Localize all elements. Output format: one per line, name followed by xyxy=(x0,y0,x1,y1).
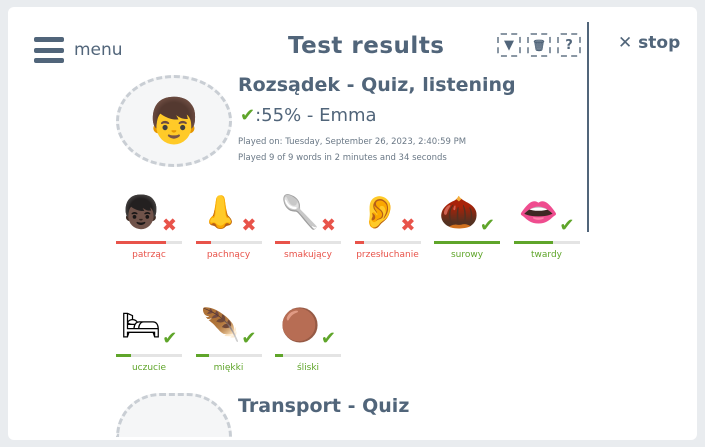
word-picture: 👂 xyxy=(359,193,400,231)
filter-icon: ▼ xyxy=(504,37,514,53)
word-item[interactable]: 🌰 ✔ surowy xyxy=(434,177,500,260)
word-item[interactable]: 👦🏿 ✖ patrząc xyxy=(116,177,182,260)
word-picture: 👦🏿 xyxy=(121,193,161,231)
word-label: śliski xyxy=(296,363,320,373)
word-item[interactable]: 👃 ✖ pachnący xyxy=(195,177,262,260)
played-summary: Played 9 of 9 words in 2 minutes and 34 … xyxy=(238,153,447,163)
word-picture: 🥄 xyxy=(280,193,320,231)
quiz-title-transport: Transport - Quiz xyxy=(238,395,410,417)
word-label: pachnący xyxy=(206,250,251,260)
word-image: 👂 ✖ xyxy=(355,177,421,237)
check-icon: ✔ xyxy=(479,215,495,236)
quiz-thumbnail: 👦 xyxy=(116,75,232,167)
word-picture: 🛏 xyxy=(120,306,162,344)
played-on: Played on: Tuesday, September 26, 2023, … xyxy=(238,137,467,147)
word-image: 👃 ✖ xyxy=(196,177,262,237)
word-picture: 🪶 xyxy=(200,306,241,344)
word-item[interactable]: 🟤 ✔ śliski xyxy=(275,290,341,373)
word-image: 👦🏿 ✖ xyxy=(116,177,182,237)
word-progress-bar xyxy=(434,241,500,244)
word-label: surowy xyxy=(450,250,484,260)
word-picture: 👃 xyxy=(200,193,241,231)
word-label: twardy xyxy=(531,250,562,260)
delete-button[interactable]: 🗑 xyxy=(527,33,551,57)
score-text: :55% - Emma xyxy=(255,105,377,126)
word-label: przesłuchanie xyxy=(356,250,419,260)
word-progress-bar xyxy=(116,241,182,244)
word-picture: 👄 xyxy=(518,193,559,231)
word-item[interactable]: 🥄 ✖ smakujący xyxy=(275,177,341,260)
word-item[interactable]: 🪶 ✔ miękki xyxy=(195,290,262,373)
check-icon: ✔ xyxy=(162,328,178,349)
word-progress-bar xyxy=(195,354,262,357)
cross-icon: ✖ xyxy=(320,215,336,236)
word-label: smakujący xyxy=(284,250,332,260)
results-panel: menu Test results ▼ 🗑 ? ✕ stop 👦 Rozsąde… xyxy=(8,7,697,440)
word-label: uczucie xyxy=(131,363,167,373)
word-image: 🥄 ✖ xyxy=(275,177,341,237)
word-item[interactable]: 👂 ✖ przesłuchanie xyxy=(354,177,421,260)
check-icon: ✔ xyxy=(240,105,256,126)
scrollbar[interactable] xyxy=(587,22,589,232)
word-progress-bar xyxy=(275,354,341,357)
page-title: Test results xyxy=(288,33,445,59)
word-progress-bar xyxy=(195,241,262,244)
word-progress-bar xyxy=(354,241,421,244)
word-progress-bar xyxy=(116,354,182,357)
menu-label: menu xyxy=(74,40,123,60)
quiz-thumbnail-transport xyxy=(116,393,232,437)
word-label: miękki xyxy=(213,363,244,373)
check-icon: ✔ xyxy=(241,328,257,349)
word-image: 🛏 ✔ xyxy=(116,290,182,350)
word-item[interactable]: 🛏 ✔ uczucie xyxy=(116,290,182,373)
word-item[interactable]: 👄 ✔ twardy xyxy=(513,177,580,260)
quiz-score: ✔:55% - Emma xyxy=(240,105,377,126)
word-image: 🟤 ✔ xyxy=(275,290,341,350)
word-progress-bar xyxy=(513,241,580,244)
trash-icon: 🗑 xyxy=(532,38,546,52)
check-icon: ✔ xyxy=(559,215,575,236)
stop-label: stop xyxy=(638,33,681,53)
help-button[interactable]: ? xyxy=(557,33,581,57)
hamburger-icon xyxy=(34,37,64,63)
quiz-title: Rozsądek - Quiz, listening xyxy=(238,74,516,96)
cross-icon: ✖ xyxy=(161,215,177,236)
close-icon: ✕ xyxy=(618,33,639,53)
word-image: 🌰 ✔ xyxy=(434,177,500,237)
filter-button[interactable]: ▼ xyxy=(497,33,521,57)
stop-button[interactable]: ✕ stop xyxy=(618,33,680,53)
word-progress-bar xyxy=(275,241,341,244)
help-icon: ? xyxy=(565,37,573,53)
cross-icon: ✖ xyxy=(400,215,416,236)
word-label: patrząc xyxy=(132,250,166,260)
menu-button[interactable]: menu xyxy=(34,37,123,63)
word-picture: 🌰 xyxy=(439,193,479,231)
word-image: 👄 ✔ xyxy=(514,177,580,237)
check-icon: ✔ xyxy=(320,328,336,349)
cross-icon: ✖ xyxy=(241,215,257,236)
word-image: 🪶 ✔ xyxy=(196,290,262,350)
word-picture: 🟤 xyxy=(280,306,320,344)
